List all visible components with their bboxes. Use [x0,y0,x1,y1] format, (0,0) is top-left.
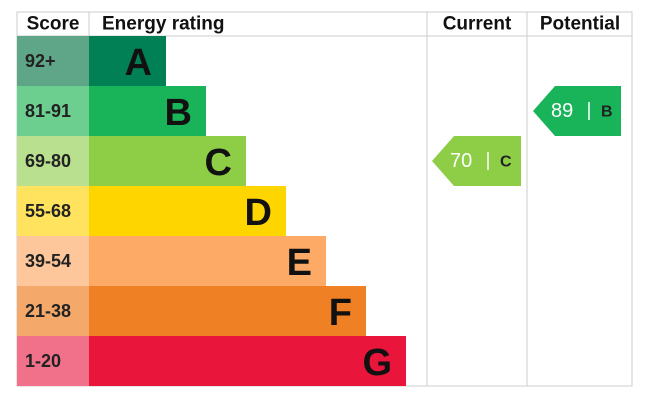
score-cell [17,236,89,286]
rating-letter: D [245,192,272,234]
current-value: 70 [450,150,472,172]
header-current: Current [443,14,512,35]
header-potential: Potential [540,14,620,35]
score-cell [17,186,89,236]
rating-letter: B [165,92,192,134]
score-cell [17,286,89,336]
rating-bar [89,336,406,386]
score-label: 55-68 [25,201,71,221]
score-label: 1-20 [25,351,61,371]
score-cell [17,136,89,186]
rating-bar [89,86,206,136]
score-label: 69-80 [25,151,71,171]
score-cell [17,36,89,86]
score-label: 21-38 [25,301,71,321]
rating-letter: F [329,292,352,334]
potential-value: 89 [551,100,573,122]
potential-letter: B [601,104,613,121]
rating-bar [89,136,246,186]
rating-letter: G [362,342,392,384]
score-cell [17,336,89,386]
rating-bar [89,286,366,336]
rating-letter: A [125,42,152,84]
current-arrow [432,136,521,186]
header-rating: Energy rating [102,14,224,35]
score-label: 92+ [25,51,56,71]
rating-letter: E [287,242,312,284]
score-label: 39-54 [25,251,71,271]
rating-letter: C [205,142,232,184]
score-label: 81-91 [25,101,71,121]
potential-arrow [533,86,621,136]
rating-bar [89,186,286,236]
rating-bar [89,236,326,286]
score-cell [17,86,89,136]
rating-bar [89,36,166,86]
current-letter: C [500,154,512,171]
header-score: Score [27,14,80,35]
